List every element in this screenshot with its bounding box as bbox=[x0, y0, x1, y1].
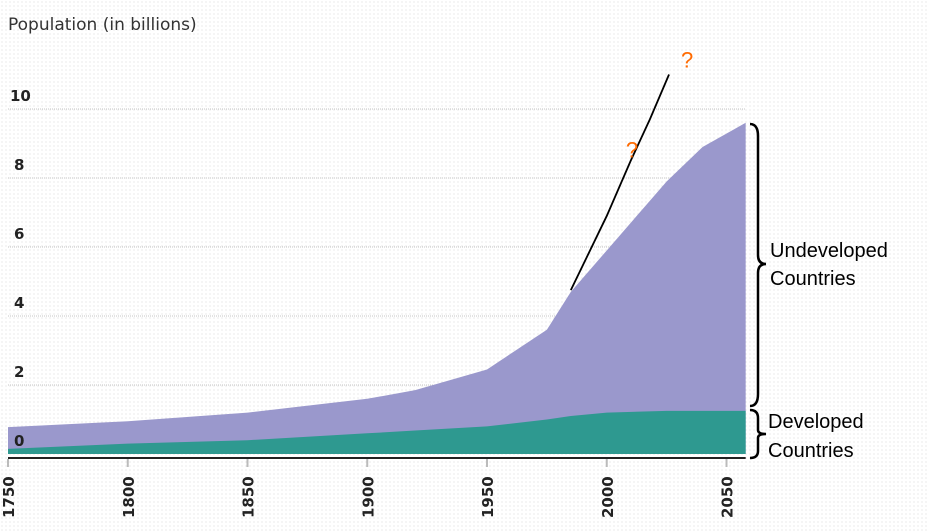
x-tick-label: 1900 bbox=[359, 476, 377, 518]
undeveloped-label-line1: Undeveloped bbox=[770, 240, 888, 262]
x-tick-label: 1950 bbox=[479, 476, 497, 518]
undeveloped-area bbox=[8, 122, 746, 455]
y-tick-label: 8 bbox=[14, 156, 24, 174]
x-tick-label: 2000 bbox=[599, 476, 617, 518]
undeveloped-brace bbox=[749, 122, 767, 408]
developed-area bbox=[8, 410, 746, 454]
x-tick-label: 1800 bbox=[120, 476, 138, 518]
y-tick-label: 10 bbox=[10, 87, 31, 105]
developed-label-line1: Developed bbox=[768, 411, 864, 433]
developed-brace bbox=[749, 408, 767, 460]
x-tick-label: 1850 bbox=[240, 476, 258, 518]
undeveloped-label-line2: Countries bbox=[770, 268, 856, 290]
x-tick-label: 1750 bbox=[0, 476, 18, 518]
question-mark: ? bbox=[681, 48, 693, 73]
developed-label-line2: Countries bbox=[768, 440, 854, 462]
chart-title: Population (in billions) bbox=[8, 15, 197, 35]
y-tick-label: 0 bbox=[14, 432, 24, 450]
question-mark: ? bbox=[626, 137, 638, 162]
x-tick-label: 2050 bbox=[719, 476, 737, 518]
y-tick-label: 2 bbox=[14, 363, 24, 381]
projection-curve bbox=[570, 74, 670, 291]
y-tick-label: 6 bbox=[14, 225, 24, 243]
y-tick-label: 4 bbox=[14, 294, 24, 312]
